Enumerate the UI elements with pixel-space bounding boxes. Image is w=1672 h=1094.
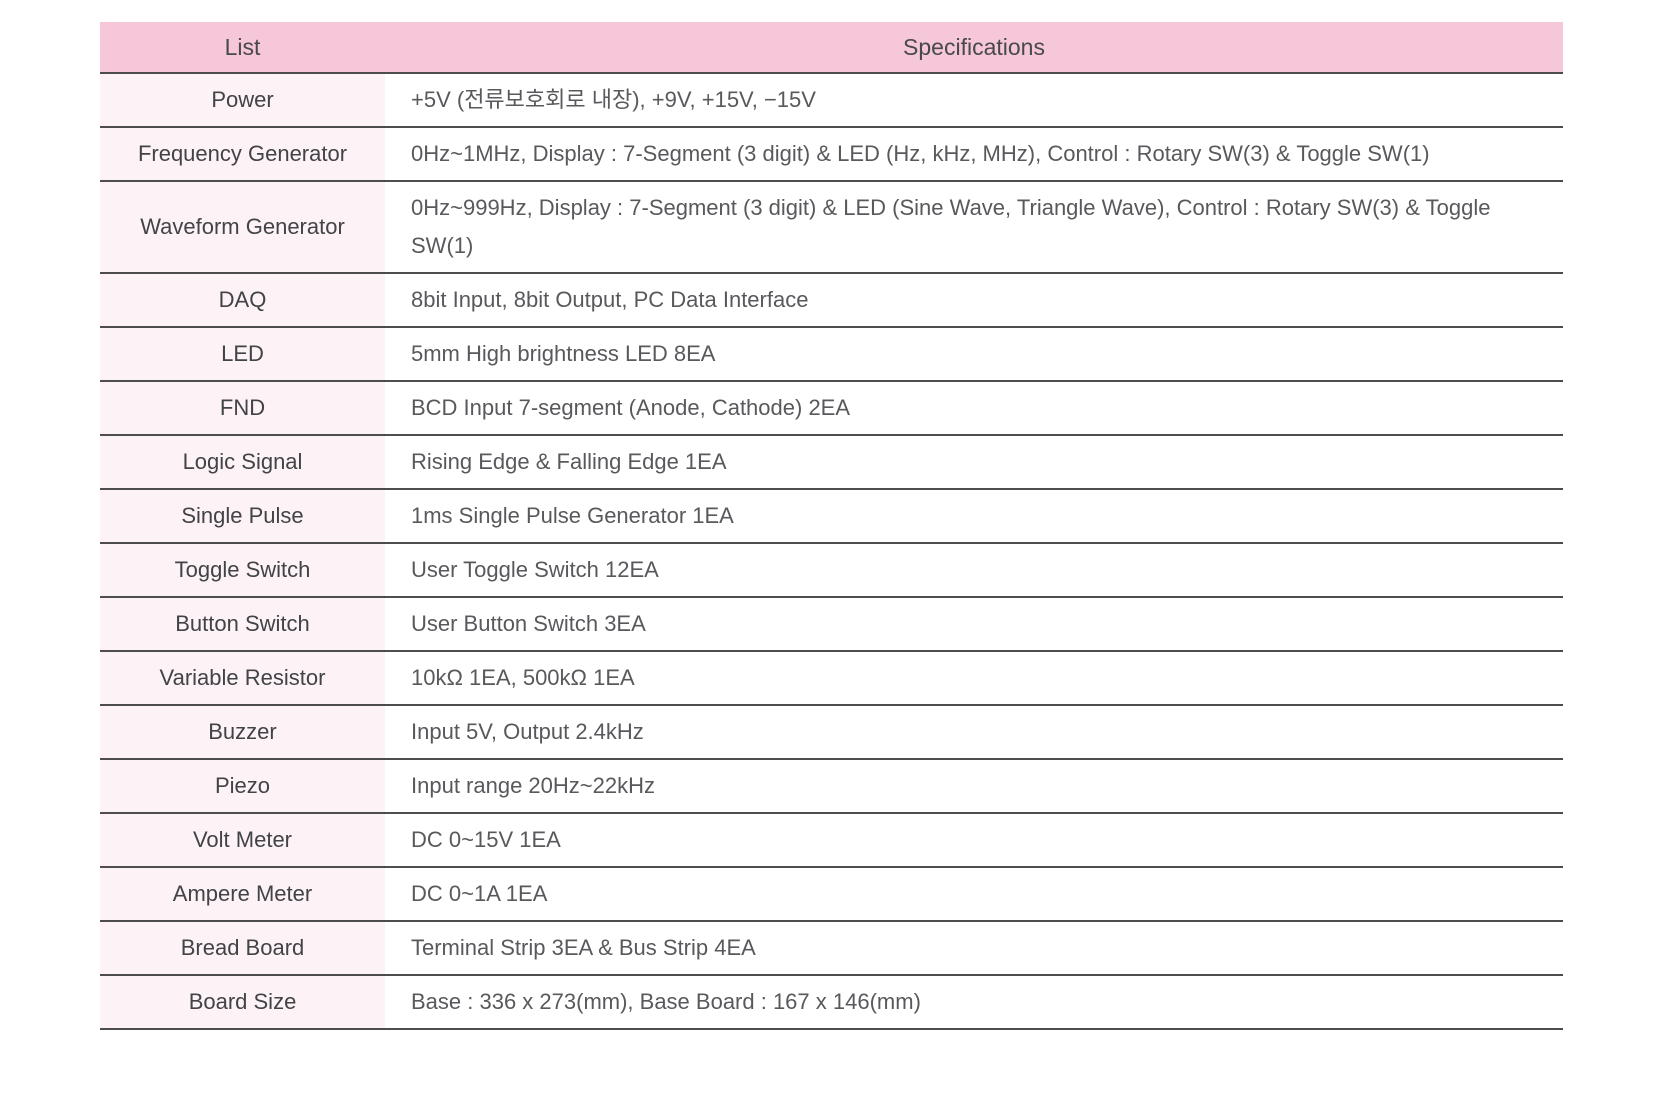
table-row: Single Pulse 1ms Single Pulse Generator 1… [100, 490, 1563, 544]
row-spec: Base : 336 x 273(mm), Base Board : 167 x… [411, 989, 921, 1014]
row-label: Button Switch [100, 598, 385, 650]
row-label: Frequency Generator [100, 128, 385, 180]
row-spec: 5mm High brightness LED 8EA [411, 341, 716, 366]
row-spec: User Toggle Switch 12EA [411, 557, 659, 582]
table-row: LED 5mm High brightness LED 8EA [100, 328, 1563, 382]
table-row: Bread Board Terminal Strip 3EA & Bus Stri… [100, 922, 1563, 976]
table-row: Piezo Input range 20Hz~22kHz [100, 760, 1563, 814]
table-row: Power +5V (전류보호회로 내장), +9V, +15V, −15V [100, 74, 1563, 128]
table-row: Frequency Generator 0Hz~1MHz, Display : 7… [100, 128, 1563, 182]
row-spec: 0Hz~1MHz, Display : 7-Segment (3 digit) … [411, 141, 1430, 166]
row-label: Variable Resistor [100, 652, 385, 704]
table-row: Ampere Meter DC 0~1A 1EA [100, 868, 1563, 922]
table-row: Board Size Base : 336 x 273(mm), Base Boa… [100, 976, 1563, 1030]
row-label: DAQ [100, 274, 385, 326]
row-spec: DC 0~15V 1EA [411, 827, 561, 852]
row-label: FND [100, 382, 385, 434]
table-row: Waveform Generator 0Hz~999Hz, Display : 7… [100, 182, 1563, 274]
row-spec: Terminal Strip 3EA & Bus Strip 4EA [411, 935, 756, 960]
row-label: Waveform Generator [100, 182, 385, 272]
row-spec: Input 5V, Output 2.4kHz [411, 719, 644, 744]
table-row: Logic Signal Rising Edge & Falling Edge 1… [100, 436, 1563, 490]
row-label: Ampere Meter [100, 868, 385, 920]
row-spec: BCD Input 7-segment (Anode, Cathode) 2EA [411, 395, 851, 420]
row-label: Toggle Switch [100, 544, 385, 596]
column-header-specifications: Specifications [903, 33, 1045, 60]
row-spec: Input range 20Hz~22kHz [411, 773, 655, 798]
row-spec: User Button Switch 3EA [411, 611, 646, 636]
row-spec: +5V (전류보호회로 내장), +9V, +15V, −15V [411, 87, 816, 112]
row-label: Logic Signal [100, 436, 385, 488]
row-spec: 8bit Input, 8bit Output, PC Data Interfa… [411, 287, 809, 312]
row-label: Bread Board [100, 922, 385, 974]
row-label: Piezo [100, 760, 385, 812]
table-row: Volt Meter DC 0~15V 1EA [100, 814, 1563, 868]
row-label: LED [100, 328, 385, 380]
row-spec: 10kΩ 1EA, 500kΩ 1EA [411, 665, 635, 690]
row-label: Board Size [100, 976, 385, 1028]
table-header-row: List Specifications [100, 22, 1563, 74]
table-body: Power +5V (전류보호회로 내장), +9V, +15V, −15V Fre… [100, 74, 1563, 1030]
row-spec: Rising Edge & Falling Edge 1EA [411, 449, 727, 474]
row-label: Power [100, 74, 385, 126]
row-label: Volt Meter [100, 814, 385, 866]
row-label: Single Pulse [100, 490, 385, 542]
table-row: Variable Resistor 10kΩ 1EA, 500kΩ 1EA [100, 652, 1563, 706]
table-row: Button Switch User Button Switch 3EA [100, 598, 1563, 652]
row-spec: 0Hz~999Hz, Display : 7-Segment (3 digit)… [411, 195, 1491, 258]
column-header-list: List [224, 33, 261, 60]
row-label: Buzzer [100, 706, 385, 758]
table-row: DAQ 8bit Input, 8bit Output, PC Data Inte… [100, 274, 1563, 328]
table-row: Buzzer Input 5V, Output 2.4kHz [100, 706, 1563, 760]
table-row: Toggle Switch User Toggle Switch 12EA [100, 544, 1563, 598]
row-spec: 1ms Single Pulse Generator 1EA [411, 503, 734, 528]
row-spec: DC 0~1A 1EA [411, 881, 548, 906]
spec-table: List Specifications Power +5V (전류보호회로 내장)… [100, 22, 1563, 1030]
table-row: FND BCD Input 7-segment (Anode, Cathode) … [100, 382, 1563, 436]
